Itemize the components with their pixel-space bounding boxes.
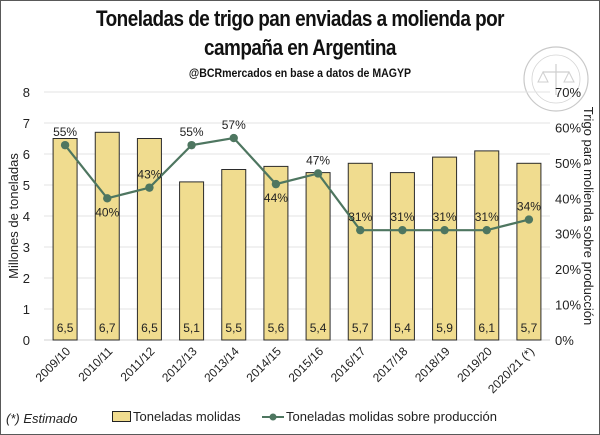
x-tick-label: 2012/13 [159,344,200,385]
x-tick-label: 2009/10 [33,344,74,385]
bar-data-label: 5,7 [521,321,538,335]
y2-axis-label: Trigo para molienda sobre producción [581,107,596,325]
y-tick-label: 7 [23,116,30,131]
bar [474,150,500,341]
line-series-path [64,136,530,232]
y-tick-label: 1 [23,302,30,317]
bar [263,165,289,341]
y-tick-label: 8 [23,85,30,100]
chart-title-line-2: campaña en Argentina [204,35,396,60]
line-point [271,179,281,189]
bar-data-label: 6,5 [57,321,74,335]
x-tick-label: 2017/18 [370,344,411,385]
y2-tick-label: 50% [555,156,581,171]
line-point [313,169,323,178]
legend-item-toneladas-molidas: Toneladas molidas [112,409,241,424]
legend-line-marker-icon [262,413,284,420]
y2-tick-label: 70% [555,85,581,100]
y2-tick-label: 10% [555,298,581,313]
legend-item-sobre-produccion: Toneladas molidas sobre producción [262,409,497,424]
line-point [482,225,491,235]
x-tick-label: 2019/20 [454,344,495,385]
bar-data-label: 5,7 [352,321,369,335]
line-data-label: 57% [222,118,246,132]
chart-subtitle: @BCRmercados en base a datos de MAGYP [188,66,412,80]
y-tick-label: 4 [23,209,30,224]
bar-data-label: 6,7 [99,321,116,335]
bar-data-label: 5,5 [225,321,242,335]
footnote-estimado: (*) Estimado [6,411,78,426]
x-tick-label: 2018/19 [412,344,453,385]
y-tick-label: 3 [23,240,30,255]
line-point [524,215,534,224]
bar-data-label: 6,5 [141,321,158,335]
line-data-label: 31% [348,210,372,224]
y2-tick-label: 60% [555,120,581,135]
x-tick-label: 2020/21 (*) [485,344,537,396]
line-data-label: 31% [433,210,457,224]
y2-tick-label: 20% [555,262,581,277]
line-point [187,140,196,150]
y2-tick-label: 30% [555,227,581,242]
line-point [145,183,154,192]
x-tick-label: 2014/15 [243,344,284,385]
legend: (*) Estimado Toneladas molidas Toneladas… [0,409,600,429]
line-point [229,133,238,143]
line-data-label: 34% [517,200,541,214]
x-tick-label: 2011/12 [118,344,158,384]
bar [179,181,205,341]
line-data-label: 43% [137,168,161,182]
line-point [356,225,365,235]
legend-label-line: Toneladas molidas sobre producción [286,409,498,424]
line-data-label: 55% [180,125,204,139]
line-point [103,194,112,203]
bar-data-label: 5,4 [394,321,411,335]
x-tick-label: 2015/16 [286,344,327,385]
line-data-label: 31% [475,210,499,224]
line-data-label: 40% [95,205,119,219]
bar [432,156,458,341]
bar [389,172,415,341]
legend-bar-swatch-icon [112,411,131,422]
legend-label-bars: Toneladas molidas [133,409,241,424]
line-data-label: 47% [306,153,330,167]
y2-tick-label: 0% [555,333,574,348]
chart-title-line-1: Toneladas de trigo pan enviadas a molien… [95,6,505,31]
x-tick-label: 2010/11 [75,344,115,384]
bar [136,138,162,341]
bar-data-label: 5,6 [268,321,285,335]
y-tick-label: 2 [23,271,30,286]
y-tick-label: 5 [23,178,30,193]
y-tick-label: 6 [23,147,30,162]
bar [347,162,373,341]
bar-data-label: 6,1 [478,321,495,335]
bar [516,162,542,341]
watermark-seal-icon [523,46,589,112]
line-point [440,225,449,235]
bar-data-label: 5,1 [183,321,200,335]
line-point [60,140,70,150]
y-axis-label: Millones de toneladas [6,153,21,279]
bar-data-label: 5,4 [310,321,327,335]
x-tick-label: 2016/17 [328,344,369,385]
bar [94,131,120,341]
line-data-label: 31% [390,210,414,224]
line-data-label: 44% [264,191,288,205]
line-data-label: 55% [53,125,77,139]
bar [305,172,331,341]
bar [52,138,78,341]
line-point [398,225,407,235]
x-tick-label: 2013/14 [201,344,242,385]
bar-data-label: 5,9 [436,321,453,335]
y-tick-label: 0 [23,333,30,348]
bar [221,169,247,341]
y2-tick-label: 40% [555,191,581,206]
